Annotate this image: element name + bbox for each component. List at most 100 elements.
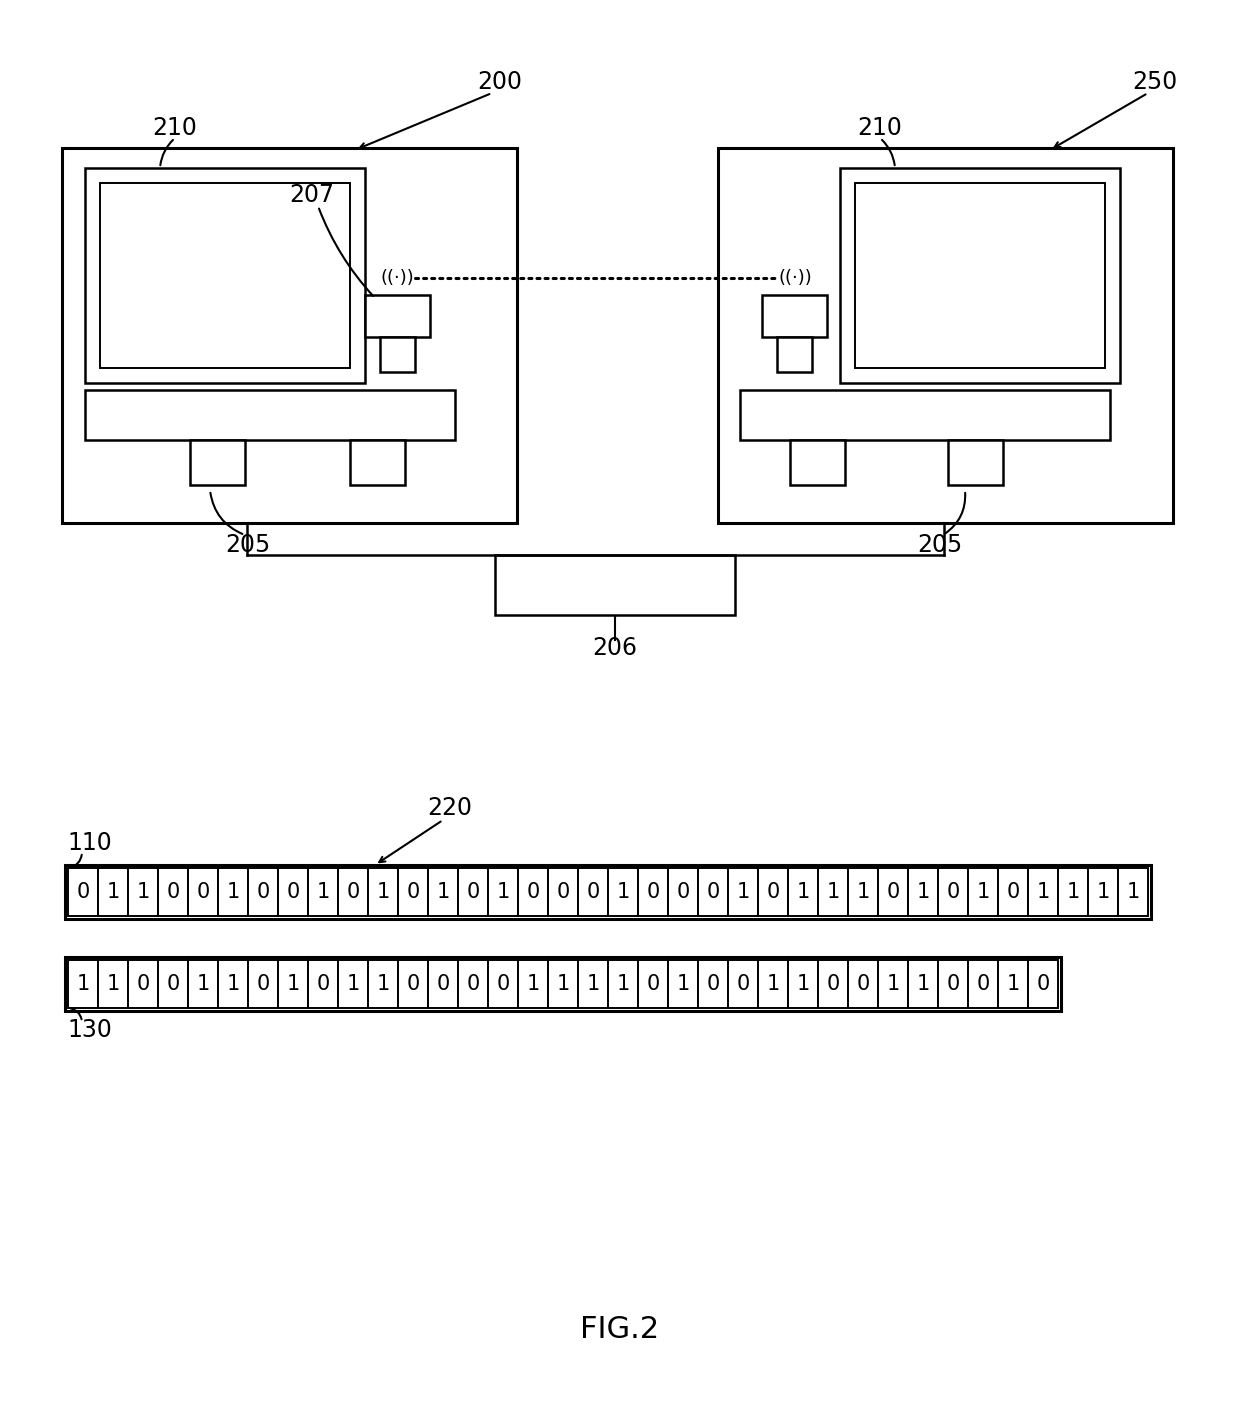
Bar bbox=[518, 868, 548, 915]
Text: 1: 1 bbox=[587, 974, 600, 994]
Text: 1: 1 bbox=[436, 882, 450, 903]
Text: 0: 0 bbox=[1037, 974, 1049, 994]
Text: 1: 1 bbox=[136, 882, 150, 903]
Bar bbox=[218, 960, 248, 1008]
Text: 1: 1 bbox=[857, 882, 869, 903]
Text: 1: 1 bbox=[346, 974, 360, 994]
Text: 1: 1 bbox=[887, 974, 900, 994]
Text: 0: 0 bbox=[707, 974, 719, 994]
Text: 1: 1 bbox=[227, 882, 239, 903]
Bar bbox=[308, 868, 339, 915]
Text: 0: 0 bbox=[166, 974, 180, 994]
Text: 200: 200 bbox=[477, 70, 522, 94]
Bar bbox=[368, 960, 398, 1008]
Text: 0: 0 bbox=[857, 974, 869, 994]
Bar bbox=[968, 960, 998, 1008]
Bar bbox=[668, 868, 698, 915]
Text: 205: 205 bbox=[918, 533, 962, 557]
Bar bbox=[98, 960, 128, 1008]
Bar bbox=[758, 960, 787, 1008]
Bar bbox=[339, 868, 368, 915]
Bar bbox=[68, 960, 98, 1008]
Bar bbox=[668, 960, 698, 1008]
Text: 0: 0 bbox=[136, 974, 150, 994]
Bar bbox=[608, 868, 639, 915]
Text: 0: 0 bbox=[77, 882, 89, 903]
Text: 1: 1 bbox=[796, 882, 810, 903]
Text: 0: 0 bbox=[676, 882, 689, 903]
Text: 0: 0 bbox=[466, 882, 480, 903]
Bar bbox=[64, 865, 1151, 920]
Bar bbox=[308, 960, 339, 1008]
Text: 0: 0 bbox=[346, 882, 360, 903]
Bar bbox=[908, 868, 937, 915]
Text: 1: 1 bbox=[1007, 974, 1019, 994]
Text: 1: 1 bbox=[1037, 882, 1049, 903]
Bar bbox=[698, 868, 728, 915]
Text: 0: 0 bbox=[466, 974, 480, 994]
Bar bbox=[968, 868, 998, 915]
Bar bbox=[458, 960, 489, 1008]
Bar bbox=[848, 868, 878, 915]
Bar bbox=[578, 960, 608, 1008]
Bar bbox=[518, 960, 548, 1008]
Bar bbox=[758, 868, 787, 915]
Bar bbox=[128, 960, 157, 1008]
Bar bbox=[998, 960, 1028, 1008]
Bar bbox=[398, 960, 428, 1008]
Bar bbox=[728, 960, 758, 1008]
Bar bbox=[1028, 868, 1058, 915]
Bar bbox=[98, 868, 128, 915]
Bar bbox=[248, 960, 278, 1008]
Text: FIG.2: FIG.2 bbox=[580, 1316, 660, 1344]
Text: 0: 0 bbox=[646, 882, 660, 903]
Bar bbox=[818, 868, 848, 915]
Text: 110: 110 bbox=[68, 831, 113, 855]
Text: 250: 250 bbox=[1132, 70, 1178, 94]
Text: 0: 0 bbox=[707, 882, 719, 903]
Text: 0: 0 bbox=[257, 882, 269, 903]
Bar bbox=[998, 868, 1028, 915]
Text: 0: 0 bbox=[496, 974, 510, 994]
Bar bbox=[548, 868, 578, 915]
Bar bbox=[398, 868, 428, 915]
Bar bbox=[365, 295, 430, 337]
Text: 1: 1 bbox=[77, 974, 89, 994]
Text: 0: 0 bbox=[1007, 882, 1019, 903]
Bar bbox=[578, 868, 608, 915]
Bar bbox=[128, 868, 157, 915]
Bar bbox=[428, 868, 458, 915]
Text: 1: 1 bbox=[976, 882, 990, 903]
Bar bbox=[639, 960, 668, 1008]
Text: 1: 1 bbox=[796, 974, 810, 994]
Bar bbox=[495, 555, 735, 614]
Text: 0: 0 bbox=[316, 974, 330, 994]
Bar bbox=[787, 868, 818, 915]
Bar bbox=[937, 960, 968, 1008]
Bar bbox=[157, 868, 188, 915]
Text: 1: 1 bbox=[196, 974, 210, 994]
Bar bbox=[86, 389, 455, 440]
Bar bbox=[763, 295, 827, 337]
Text: 0: 0 bbox=[286, 882, 300, 903]
Text: 0: 0 bbox=[826, 974, 839, 994]
Text: ((·)): ((·)) bbox=[381, 269, 414, 287]
Text: ((·)): ((·)) bbox=[779, 269, 812, 287]
Bar bbox=[639, 868, 668, 915]
Bar bbox=[248, 868, 278, 915]
Text: 210: 210 bbox=[153, 117, 197, 141]
Text: 1: 1 bbox=[286, 974, 300, 994]
Bar bbox=[1058, 868, 1087, 915]
Bar bbox=[278, 868, 308, 915]
Bar bbox=[839, 167, 1120, 382]
Bar bbox=[188, 960, 218, 1008]
Text: 210: 210 bbox=[858, 117, 903, 141]
Text: 0: 0 bbox=[976, 974, 990, 994]
Bar bbox=[350, 440, 405, 485]
Text: 0: 0 bbox=[887, 882, 900, 903]
Bar bbox=[428, 960, 458, 1008]
Bar bbox=[68, 868, 98, 915]
Bar bbox=[949, 440, 1003, 485]
Bar bbox=[489, 960, 518, 1008]
Text: 0: 0 bbox=[166, 882, 180, 903]
